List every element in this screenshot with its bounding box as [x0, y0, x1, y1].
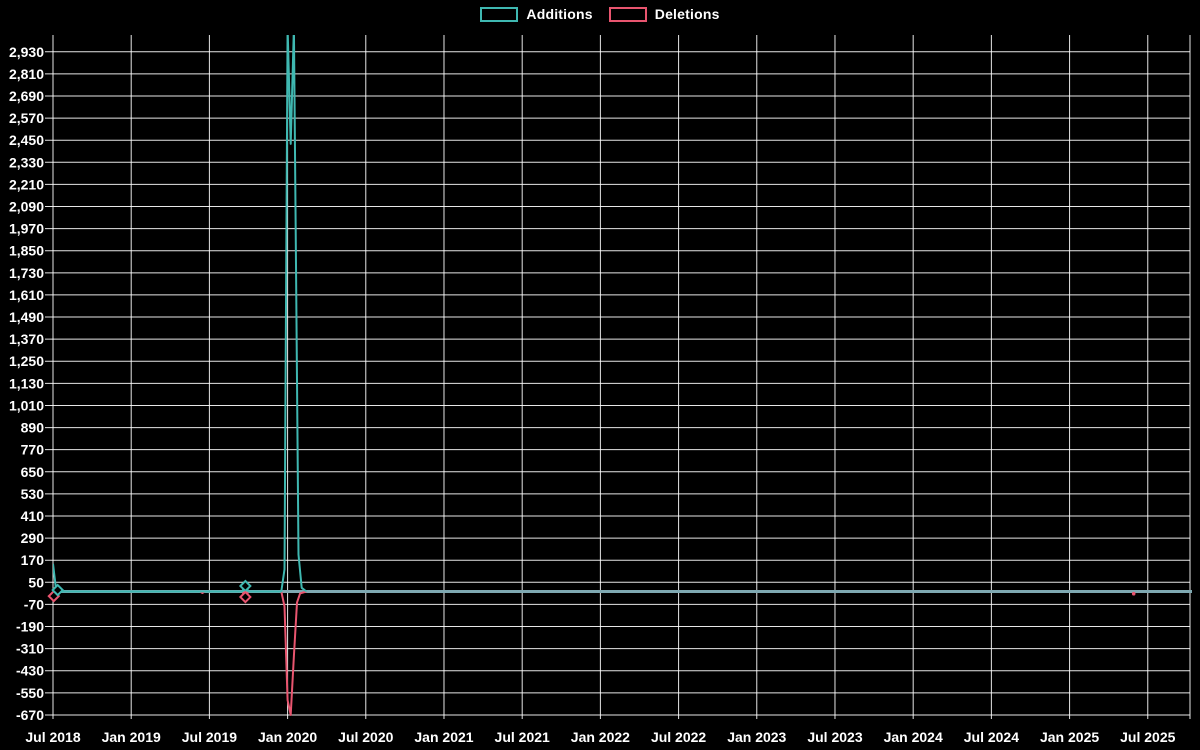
y-tick-label: 2,090 [9, 199, 44, 215]
deletions-marker-diamond [238, 590, 252, 604]
x-tick-label: Jul 2018 [25, 729, 80, 745]
deletions-marker-dot [1131, 591, 1136, 596]
y-tick-label: 530 [21, 486, 45, 502]
x-tick-label: Jul 2025 [1120, 729, 1175, 745]
additions-line [53, 35, 308, 593]
additions-marker-diamond [51, 583, 65, 597]
deletions-swatch-icon [608, 6, 647, 22]
y-tick-label: -550 [16, 685, 44, 701]
y-tick-label: 650 [21, 464, 45, 480]
x-tick-label: Jul 2020 [338, 729, 393, 745]
y-tick-label: 1,490 [9, 309, 44, 325]
y-tick-label: 2,930 [9, 44, 44, 60]
legend-item-deletions[interactable]: Deletions [608, 6, 720, 22]
x-tick-label: Jan 2024 [884, 729, 943, 745]
x-tick-label: Jan 2021 [414, 729, 473, 745]
y-tick-label: 1,130 [9, 375, 44, 391]
y-tick-label: 1,010 [9, 397, 44, 413]
y-tick-label: -670 [16, 707, 44, 723]
y-tick-label: 2,570 [9, 110, 44, 126]
x-tick-label: Jan 2023 [727, 729, 786, 745]
y-tick-label: 2,330 [9, 154, 44, 170]
legend-item-additions[interactable]: Additions [480, 6, 593, 22]
y-tick-label: 2,450 [9, 132, 44, 148]
x-tick-label: Jan 2022 [571, 729, 630, 745]
y-tick-label: 1,370 [9, 331, 44, 347]
x-tick-label: Jul 2024 [964, 729, 1019, 745]
y-tick-label: 1,610 [9, 287, 44, 303]
y-tick-label: 2,210 [9, 176, 44, 192]
x-tick-label: Jan 2025 [1040, 729, 1099, 745]
y-tick-label: 890 [21, 420, 45, 436]
y-tick-label: 170 [21, 552, 45, 568]
y-tick-label: 1,250 [9, 353, 44, 369]
y-tick-label: 2,690 [9, 88, 44, 104]
x-tick-label: Jul 2023 [807, 729, 862, 745]
legend-label-additions: Additions [526, 6, 593, 22]
y-tick-label: 50 [28, 574, 44, 590]
y-tick-label: -430 [16, 663, 44, 679]
y-tick-label: 290 [21, 530, 45, 546]
y-tick-label: -310 [16, 641, 44, 657]
y-tick-label: 770 [21, 442, 45, 458]
x-tick-label: Jan 2019 [102, 729, 161, 745]
x-tick-label: Jul 2022 [651, 729, 706, 745]
y-tick-label: 2,810 [9, 66, 44, 82]
x-tick-label: Jul 2019 [182, 729, 237, 745]
x-tick-label: Jul 2021 [495, 729, 550, 745]
y-tick-label: 410 [21, 508, 45, 524]
y-tick-label: 1,850 [9, 243, 44, 259]
chart-legend: Additions Deletions [0, 6, 1200, 22]
y-tick-label: -190 [16, 619, 44, 635]
legend-label-deletions: Deletions [654, 6, 720, 22]
x-tick-label: Jan 2020 [258, 729, 317, 745]
y-tick-label: 1,730 [9, 265, 44, 281]
additions-swatch-icon [480, 6, 519, 22]
y-tick-label: 1,970 [9, 221, 44, 237]
y-tick-label: -70 [24, 596, 44, 612]
deletions-line [53, 590, 307, 716]
